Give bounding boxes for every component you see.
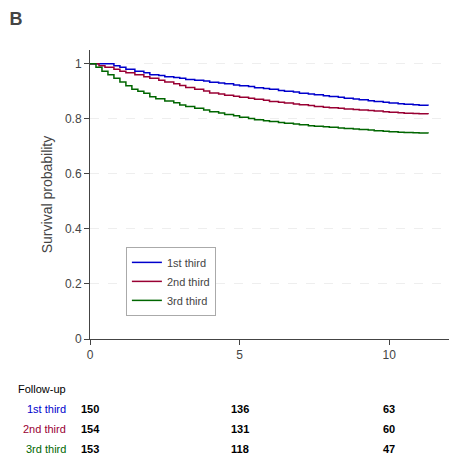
svg-text:B: B — [9, 9, 22, 29]
svg-text:0: 0 — [75, 332, 82, 346]
svg-text:3rd third: 3rd third — [26, 443, 66, 455]
svg-text:3rd third: 3rd third — [167, 295, 207, 307]
svg-text:0.4: 0.4 — [65, 222, 82, 236]
svg-text:63: 63 — [383, 403, 395, 415]
svg-text:Survival probability: Survival probability — [39, 136, 55, 254]
svg-text:0: 0 — [87, 348, 94, 362]
svg-text:118: 118 — [231, 443, 249, 455]
svg-text:2nd third: 2nd third — [167, 276, 210, 288]
svg-text:154: 154 — [81, 423, 100, 435]
svg-text:0.2: 0.2 — [65, 277, 82, 291]
svg-text:47: 47 — [383, 443, 395, 455]
svg-text:131: 131 — [231, 423, 249, 435]
svg-text:0.6: 0.6 — [65, 167, 82, 181]
svg-text:1st third: 1st third — [167, 257, 206, 269]
svg-text:10: 10 — [382, 348, 396, 362]
svg-text:136: 136 — [231, 403, 249, 415]
svg-text:153: 153 — [81, 443, 99, 455]
svg-text:5: 5 — [236, 348, 243, 362]
svg-text:150: 150 — [81, 403, 99, 415]
svg-text:1: 1 — [75, 57, 82, 71]
svg-text:Follow-up: Follow-up — [18, 383, 66, 395]
svg-text:60: 60 — [383, 423, 395, 435]
svg-text:0.8: 0.8 — [65, 112, 82, 126]
svg-text:1st third: 1st third — [27, 403, 66, 415]
svg-text:2nd third: 2nd third — [23, 423, 66, 435]
